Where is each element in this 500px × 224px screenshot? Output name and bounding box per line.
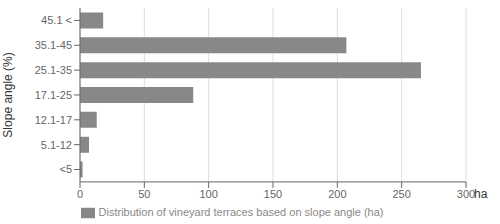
html-text:Distribution of vineyard terra: Distribution of vineyard terraces based … [98, 205, 384, 218]
svg-text:17.1-25: 17.1-25 [35, 89, 72, 101]
svg-text:35.1-45: 35.1-45 [35, 39, 72, 51]
svg-text:300: 300 [457, 188, 475, 200]
svg-text:0: 0 [77, 188, 83, 200]
svg-text:150: 150 [264, 188, 282, 200]
svg-text:200: 200 [328, 188, 346, 200]
svg-text:<5: <5 [59, 163, 72, 175]
svg-text:Slope angle (%): Slope angle (%) [1, 52, 15, 137]
svg-text:25.1-35: 25.1-35 [35, 64, 72, 76]
svg-text:45.1 <: 45.1 < [41, 14, 72, 26]
svg-text:50: 50 [138, 188, 150, 200]
svg-text:100: 100 [199, 188, 217, 200]
svg-text:12.1-17: 12.1-17 [35, 114, 72, 126]
svg-text:250: 250 [392, 188, 410, 200]
svg-text:5.1-12: 5.1-12 [41, 139, 72, 151]
svg-text:ha: ha [474, 187, 488, 201]
